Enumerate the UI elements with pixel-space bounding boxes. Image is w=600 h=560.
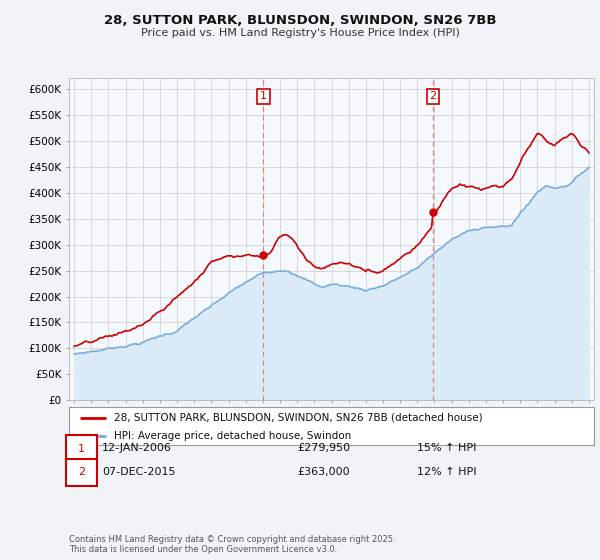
Text: 2: 2 <box>78 467 85 477</box>
Text: 12% ↑ HPI: 12% ↑ HPI <box>417 466 476 477</box>
Text: 28, SUTTON PARK, BLUNSDON, SWINDON, SN26 7BB (detached house): 28, SUTTON PARK, BLUNSDON, SWINDON, SN26… <box>113 413 482 423</box>
Text: 1: 1 <box>260 91 267 101</box>
Text: 2: 2 <box>430 91 437 101</box>
Text: HPI: Average price, detached house, Swindon: HPI: Average price, detached house, Swin… <box>113 431 351 441</box>
Text: 12-JAN-2006: 12-JAN-2006 <box>102 443 172 453</box>
Text: 15% ↑ HPI: 15% ↑ HPI <box>417 443 476 453</box>
Text: 07-DEC-2015: 07-DEC-2015 <box>102 466 176 477</box>
Text: 28, SUTTON PARK, BLUNSDON, SWINDON, SN26 7BB: 28, SUTTON PARK, BLUNSDON, SWINDON, SN26… <box>104 14 496 27</box>
Text: £363,000: £363,000 <box>297 466 350 477</box>
Text: Contains HM Land Registry data © Crown copyright and database right 2025.
This d: Contains HM Land Registry data © Crown c… <box>69 535 395 554</box>
Text: £279,950: £279,950 <box>297 443 350 453</box>
Text: 1: 1 <box>78 444 85 454</box>
Text: Price paid vs. HM Land Registry's House Price Index (HPI): Price paid vs. HM Land Registry's House … <box>140 28 460 38</box>
